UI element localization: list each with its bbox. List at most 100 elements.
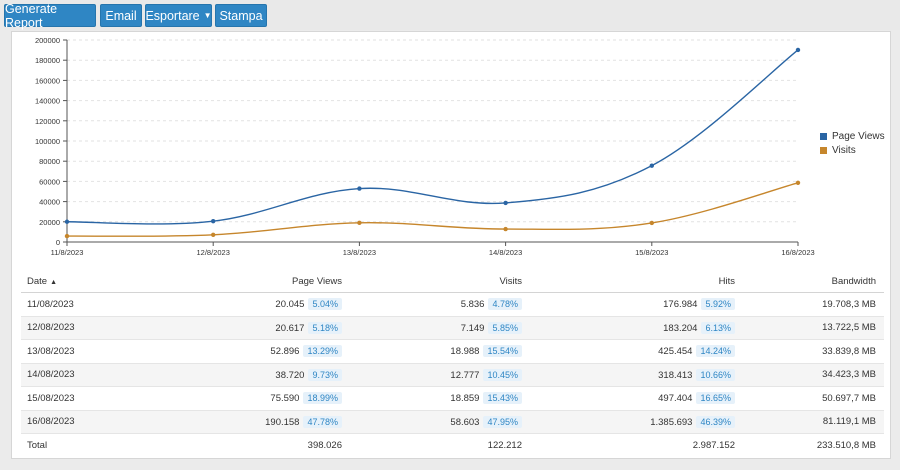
y-tick-label: 200000 — [35, 36, 60, 45]
column-header-date-label: Date — [27, 275, 48, 287]
page-views-value: 190.158 — [265, 416, 300, 428]
table-total-row: Total 398.026 122.212 2.987.152 233.510,… — [21, 434, 884, 457]
hits-value: 176.984 — [663, 299, 698, 311]
page-views-percent-badge: 9.73% — [308, 368, 342, 381]
column-header-bandwidth[interactable]: Bandwidth — [743, 270, 884, 293]
y-tick-label: 60000 — [39, 177, 60, 186]
cell-hits: 425.454 14.24% — [530, 339, 743, 364]
cell-hits: 318.413 10.66% — [530, 363, 743, 387]
data-point-visits — [649, 220, 654, 226]
total-hits: 2.987.152 — [692, 439, 735, 451]
y-tick-label: 40000 — [39, 198, 60, 207]
x-tick-label: 16/8/2023 — [781, 248, 814, 257]
legend-swatch-visits — [820, 146, 827, 154]
y-tick-label: 180000 — [35, 56, 60, 65]
hits-percent-badge: 6.13% — [701, 321, 735, 334]
stampa-button[interactable]: Stampa — [215, 4, 267, 27]
visits-value: 5.836 — [460, 299, 485, 311]
cell-visits: 18.988 15.54% — [350, 339, 530, 364]
cell-page-views: 20.617 5.18% — [131, 316, 350, 340]
legend-swatch-page-views — [820, 132, 827, 140]
x-tick-label: 15/8/2023 — [635, 248, 668, 257]
visits-value: 7.149 — [460, 322, 485, 334]
cell-date: 12/08/2023 — [21, 316, 131, 340]
cell-bandwidth: 81.119,1 MB — [743, 410, 884, 434]
column-header-page-views[interactable]: Page Views — [131, 270, 350, 293]
hits-percent-badge: 46.39% — [696, 415, 735, 428]
caret-down-icon: ▼ — [203, 11, 212, 20]
line-chart: 0 20000 40000 60000 80000 100000 120000 140000 1… — [35, 36, 815, 257]
stampa-label: Stampa — [219, 8, 263, 23]
column-header-date[interactable]: Date ▲ — [21, 270, 131, 293]
table-row: 15/08/2023 75.590 18.99% 18.859 15.43% 497… — [21, 386, 884, 411]
data-point-page-views — [795, 47, 801, 53]
column-header-visits[interactable]: Visits — [350, 270, 530, 293]
hits-value: 183.204 — [663, 322, 698, 334]
cell-bandwidth: 34.423,3 MB — [743, 363, 884, 387]
legend-label-visits: Visits — [832, 144, 856, 156]
visits-percent-badge: 10.45% — [483, 368, 522, 381]
cell-visits: 5.836 4.78% — [350, 292, 530, 317]
hits-percent-badge: 16.65% — [696, 392, 735, 405]
column-header-hits[interactable]: Hits — [530, 270, 743, 293]
cell-visits: 58.603 47.95% — [350, 410, 530, 434]
table-row: 12/08/2023 20.617 5.18% 7.149 5.85% 183.20… — [21, 316, 884, 340]
cell-visits: 18.859 15.43% — [350, 386, 530, 411]
data-point-page-views — [503, 200, 508, 206]
page-views-value: 52.896 — [270, 346, 300, 358]
page-views-percent-badge: 13.29% — [303, 345, 342, 358]
data-point-visits — [503, 226, 508, 232]
cell-page-views: 75.590 18.99% — [131, 386, 350, 411]
sort-ascending-icon: ▲ — [50, 278, 58, 286]
table-row: 14/08/2023 38.720 9.73% 12.777 10.45% 318.… — [21, 363, 884, 387]
data-point-page-views — [211, 218, 216, 224]
y-tick-label: 0 — [56, 238, 60, 247]
generate-report-button[interactable]: Generate Report — [4, 2, 96, 30]
esportare-dropdown-button[interactable]: Esportare ▼ — [145, 4, 212, 27]
esportare-label: Esportare — [145, 8, 200, 23]
visits-percent-badge: 47.95% — [483, 415, 522, 428]
visits-percent-badge: 15.43% — [483, 392, 522, 405]
table-row: 13/08/2023 52.896 13.29% 18.988 15.54% 425… — [21, 339, 884, 364]
legend-item-page-views[interactable]: Page Views — [820, 129, 885, 143]
page-views-percent-badge: 5.04% — [308, 298, 342, 311]
visits-value: 58.603 — [450, 416, 480, 428]
cell-date: 13/08/2023 — [21, 339, 131, 364]
cell-visits: 12.777 10.45% — [350, 363, 530, 387]
hits-percent-badge: 5.92% — [701, 298, 735, 311]
table-row: 16/08/2023 190.158 47.78% 58.603 47.95% 1.… — [21, 410, 884, 434]
page-views-percent-badge: 18.99% — [303, 392, 342, 405]
visits-percent-badge: 4.78% — [488, 298, 522, 311]
hits-percent-badge: 10.66% — [696, 368, 735, 381]
y-tick-label: 160000 — [35, 76, 60, 85]
page-views-value: 38.720 — [275, 369, 305, 381]
x-tick-label: 12/8/2023 — [197, 248, 230, 257]
chart-legend: Page Views Visits — [820, 129, 885, 157]
cell-page-views: 20.045 5.04% — [131, 292, 350, 317]
y-tick-label: 20000 — [39, 218, 60, 227]
visits-percent-badge: 15.54% — [483, 345, 522, 358]
cell-date: 14/08/2023 — [21, 363, 131, 387]
table-header-row: Date ▲ Page Views Visits Hits Bandwidth — [21, 270, 884, 293]
cell-bandwidth: 33.839,8 MB — [743, 339, 884, 364]
table-row: 11/08/2023 20.045 5.04% 5.836 4.78% 176.98… — [21, 292, 884, 317]
page-views-value: 20.045 — [275, 299, 305, 311]
email-button[interactable]: Email — [100, 4, 142, 27]
data-point-visits — [211, 232, 216, 237]
stats-table: Date ▲ Page Views Visits Hits Bandwidth 1… — [21, 270, 884, 457]
cell-hits: 183.204 6.13% — [530, 316, 743, 340]
total-label: Total — [27, 439, 48, 451]
series-line-page-views — [66, 49, 799, 225]
page-views-percent-badge: 5.18% — [308, 321, 342, 334]
data-point-page-views — [649, 163, 654, 168]
cell-bandwidth: 50.697,7 MB — [743, 386, 884, 411]
y-tick-label: 120000 — [35, 117, 60, 126]
data-point-visits — [795, 180, 801, 186]
legend-label-page-views: Page Views — [832, 130, 885, 142]
cell-date: 11/08/2023 — [21, 292, 131, 317]
hits-value: 497.404 — [658, 393, 693, 405]
legend-item-visits[interactable]: Visits — [820, 143, 885, 157]
email-label: Email — [105, 8, 137, 23]
y-tick-label: 80000 — [39, 157, 60, 166]
visits-value: 18.859 — [450, 393, 480, 405]
